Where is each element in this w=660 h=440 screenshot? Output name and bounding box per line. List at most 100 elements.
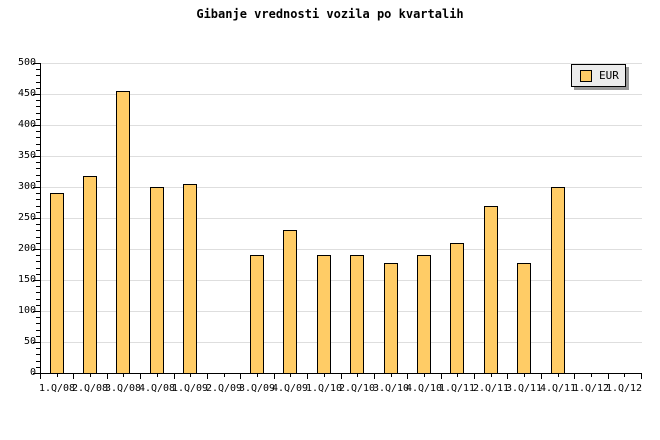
y-tick-label: 50 — [23, 336, 36, 347]
y-minor-tick — [36, 367, 40, 368]
y-major-tick — [33, 63, 40, 64]
y-major-tick — [33, 280, 40, 281]
gridline — [40, 187, 642, 188]
gridline — [40, 63, 642, 64]
x-major-tick — [507, 374, 508, 379]
y-minor-tick — [36, 75, 40, 76]
x-minor-tick — [123, 374, 124, 377]
y-minor-tick — [36, 168, 40, 169]
x-minor-tick — [324, 374, 325, 377]
x-major-tick — [574, 374, 575, 379]
x-tick-label: 2.Q/11 — [472, 383, 510, 394]
chart-title: Gibanje vrednosti vozila po kvartalih — [196, 7, 464, 21]
x-major-tick — [641, 374, 642, 379]
x-tick-label: 1.Q/10 — [305, 383, 343, 394]
bar — [484, 206, 498, 374]
x-major-tick — [174, 374, 175, 379]
y-tick-label: 200 — [17, 243, 36, 254]
y-minor-tick — [36, 69, 40, 70]
x-tick-label: 4.Q/10 — [405, 383, 443, 394]
y-minor-tick — [36, 317, 40, 318]
bar — [450, 243, 464, 374]
y-minor-tick — [36, 137, 40, 138]
x-minor-tick — [290, 374, 291, 377]
y-axis — [40, 63, 41, 374]
y-minor-tick — [36, 193, 40, 194]
y-minor-tick — [36, 100, 40, 101]
x-tick-label: 4.Q/09 — [271, 383, 309, 394]
x-minor-tick — [624, 374, 625, 377]
x-major-tick — [307, 374, 308, 379]
y-tick-label: 100 — [17, 305, 36, 316]
y-major-tick — [33, 373, 40, 374]
y-minor-tick — [36, 299, 40, 300]
x-tick-label: 1.Q/11 — [438, 383, 476, 394]
gridline — [40, 125, 642, 126]
y-minor-tick — [36, 268, 40, 269]
x-major-tick — [441, 374, 442, 379]
y-minor-tick — [36, 305, 40, 306]
y-tick-label: 400 — [17, 119, 36, 130]
legend-label: EUR — [599, 68, 619, 82]
x-tick-label: 3.Q/08 — [104, 383, 142, 394]
x-minor-tick — [157, 374, 158, 377]
y-minor-tick — [36, 131, 40, 132]
bar — [83, 176, 97, 374]
y-minor-tick — [36, 230, 40, 231]
y-minor-tick — [36, 336, 40, 337]
x-tick-label: 2.Q/08 — [71, 383, 109, 394]
x-major-tick — [608, 374, 609, 379]
x-minor-tick — [491, 374, 492, 377]
x-axis — [40, 373, 642, 374]
y-minor-tick — [36, 243, 40, 244]
bar — [150, 187, 164, 374]
x-minor-tick — [391, 374, 392, 377]
x-major-tick — [73, 374, 74, 379]
y-tick-label: 0 — [29, 367, 36, 378]
x-minor-tick — [591, 374, 592, 377]
bar — [317, 255, 331, 374]
y-major-tick — [33, 94, 40, 95]
y-major-tick — [33, 249, 40, 250]
legend-swatch — [580, 69, 592, 82]
bar — [50, 193, 64, 374]
gridline — [40, 218, 642, 219]
gridline — [40, 156, 642, 157]
gridline — [40, 94, 642, 95]
x-major-tick — [140, 374, 141, 379]
y-major-tick — [33, 311, 40, 312]
y-minor-tick — [36, 348, 40, 349]
y-minor-tick — [36, 113, 40, 114]
bar — [283, 230, 297, 374]
y-tick-label: 150 — [17, 274, 36, 285]
y-tick-label: 450 — [17, 88, 36, 99]
bar — [250, 255, 264, 374]
gridline — [40, 249, 642, 250]
y-minor-tick — [36, 119, 40, 120]
y-minor-tick — [36, 224, 40, 225]
x-tick-label: 3.Q/11 — [505, 383, 543, 394]
y-minor-tick — [36, 82, 40, 83]
y-minor-tick — [36, 144, 40, 145]
y-tick-label: 350 — [17, 150, 36, 161]
y-minor-tick — [36, 274, 40, 275]
x-major-tick — [107, 374, 108, 379]
x-major-tick — [240, 374, 241, 379]
x-tick-label: 1.Q/12 — [572, 383, 610, 394]
x-minor-tick — [424, 374, 425, 377]
y-minor-tick — [36, 361, 40, 362]
gridline — [40, 280, 642, 281]
bar — [417, 255, 431, 374]
x-major-tick — [407, 374, 408, 379]
y-minor-tick — [36, 330, 40, 331]
y-minor-tick — [36, 261, 40, 262]
y-major-tick — [33, 342, 40, 343]
y-minor-tick — [36, 175, 40, 176]
gridline — [40, 342, 642, 343]
x-tick-label: 2.Q/10 — [338, 383, 376, 394]
legend: EUR — [571, 64, 626, 87]
y-major-tick — [33, 218, 40, 219]
y-minor-tick — [36, 162, 40, 163]
bar — [350, 255, 364, 374]
